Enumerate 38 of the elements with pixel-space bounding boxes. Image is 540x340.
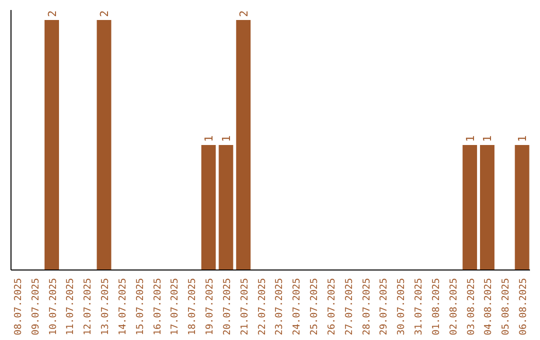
x-tick-label: 21.07.2025: [239, 278, 250, 336]
x-tick-label: 26.07.2025: [326, 278, 338, 336]
x-tick-label: 12.07.2025: [82, 278, 94, 336]
x-tick-label: 29.07.2025: [378, 278, 390, 336]
x-tick-label: 31.07.2025: [414, 278, 425, 336]
x-tick-label: 19.07.2025: [204, 278, 216, 336]
x-tick-label: 28.07.2025: [361, 278, 372, 336]
x-tick-label: 22.07.2025: [256, 278, 268, 336]
x-tick-label: 13.07.2025: [100, 278, 112, 336]
x-tick-label: 08.07.2025: [12, 278, 24, 336]
data-label: 2: [237, 10, 250, 17]
data-label: 1: [464, 135, 477, 142]
x-tick-label: 24.07.2025: [292, 278, 303, 336]
data-label: 1: [481, 135, 494, 142]
x-tick-label: 11.07.2025: [65, 278, 76, 336]
x-tick-label: 18.07.2025: [187, 278, 198, 336]
data-label: 1: [202, 135, 216, 142]
x-tick-label: 30.07.2025: [396, 278, 408, 336]
x-tick-label: 06.08.2025: [518, 278, 530, 336]
data-label: 1: [220, 135, 233, 142]
x-tick-label: 25.07.2025: [309, 278, 320, 336]
x-tick-label: 17.07.2025: [170, 278, 181, 336]
x-tick-label: 05.08.2025: [500, 278, 512, 336]
x-tick-label: 15.07.2025: [134, 278, 146, 336]
x-tick-label: 23.07.2025: [274, 278, 286, 336]
x-tick-label: 02.08.2025: [448, 278, 460, 336]
x-tick-label: 20.07.2025: [222, 278, 233, 336]
x-tick-label: 16.07.2025: [152, 278, 164, 336]
x-tick-label: 04.08.2025: [483, 278, 494, 336]
data-label: 2: [98, 10, 112, 17]
x-tick-label: 03.08.2025: [466, 278, 477, 336]
x-tick-label: 10.07.2025: [48, 278, 59, 336]
x-tick-label: 01.08.2025: [430, 278, 442, 336]
data-label: 1: [516, 135, 530, 142]
x-tick-label: 09.07.2025: [30, 278, 42, 336]
x-tick-label: 14.07.2025: [117, 278, 128, 336]
x-tick-label: 27.07.2025: [344, 278, 355, 336]
data-label: 2: [46, 10, 59, 17]
